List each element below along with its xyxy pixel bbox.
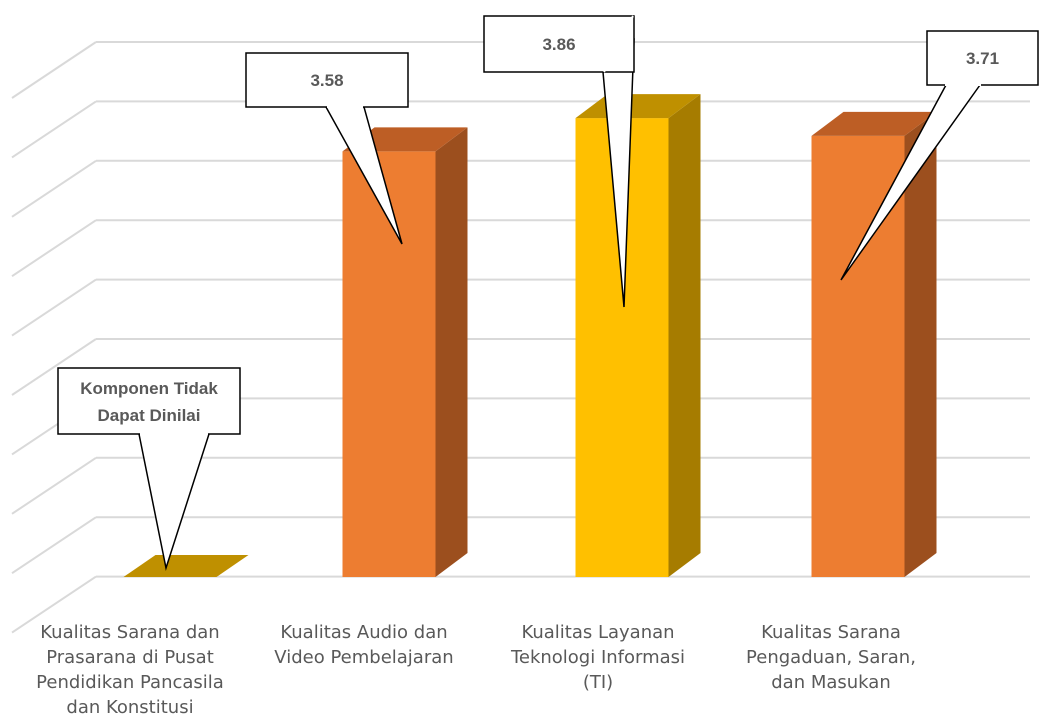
callout-line: 3.58 <box>310 71 343 90</box>
bar-side <box>435 127 468 577</box>
gridline-diagonal <box>11 278 97 337</box>
callout-line: Dapat Dinilai <box>98 406 201 425</box>
category-label-2: Kualitas Audio dan Video Pembelajaran <box>274 622 454 668</box>
gridline-diagonal <box>11 516 97 575</box>
callout-line: 3.71 <box>966 49 999 68</box>
bar-3 <box>575 94 701 577</box>
callout-line: 3.86 <box>542 35 575 54</box>
gridline-diagonal <box>11 338 97 396</box>
category-label-3: Kualitas Layanan Teknologi Informasi (TI… <box>510 622 686 693</box>
gridline-diagonal <box>11 41 97 99</box>
callout-1: Komponen Tidak Dapat Dinilai <box>57 367 241 571</box>
gridline-diagonal <box>11 219 97 278</box>
callout-box <box>926 30 1039 86</box>
bar-front <box>342 151 436 577</box>
category-label-4: Kualitas Sarana Pengaduan, Saran, dan Ma… <box>746 622 916 693</box>
gridline-diagonal <box>11 100 97 159</box>
callout-text: Komponen Tidak Dapat Dinilai <box>80 379 218 425</box>
bars <box>123 94 937 577</box>
bar-2 <box>342 127 468 577</box>
bar-top <box>811 111 937 136</box>
gridline-diagonal <box>11 575 97 634</box>
callout-text: 3.58 <box>310 71 343 90</box>
bar-side <box>904 111 937 577</box>
data-callouts: Komponen Tidak Dapat Dinilai 3.58 3.86 3.71 <box>57 15 1039 571</box>
callout-line: Komponen Tidak <box>80 379 218 398</box>
callout-box <box>57 367 241 435</box>
gridline-diagonal <box>11 456 97 515</box>
bar-side <box>668 94 701 577</box>
callout-4: 3.71 <box>840 30 1039 281</box>
bar-floor <box>123 555 249 577</box>
callout-text: 3.86 <box>542 35 575 54</box>
gridline-diagonal <box>11 159 97 218</box>
callout-tail <box>138 433 211 571</box>
callout-2: 3.58 <box>245 52 409 245</box>
callout-box <box>245 52 409 108</box>
bar-1 <box>123 555 249 577</box>
bar-4 <box>811 111 937 577</box>
callout-text: 3.71 <box>966 49 999 68</box>
category-label-1: Kualitas Sarana dan Prasarana di Pusat P… <box>36 622 224 718</box>
callout-3: 3.86 <box>483 15 635 308</box>
